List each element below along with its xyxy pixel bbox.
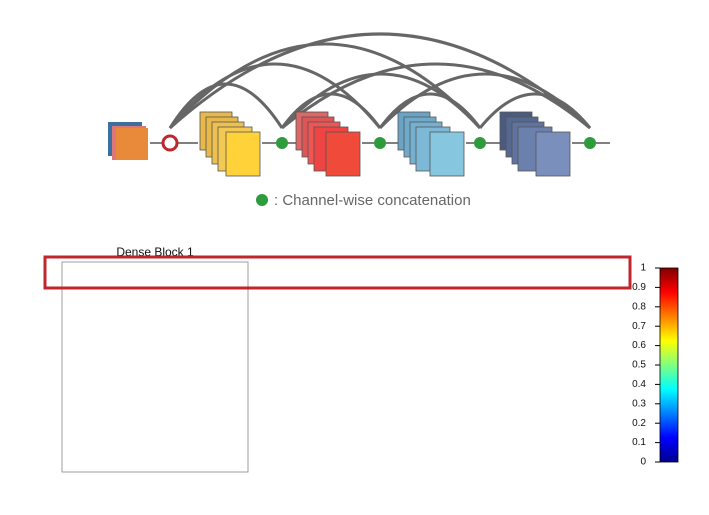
colorbar-tick-label: 0.8 — [632, 301, 646, 312]
colorbar-tick-label: 0 — [640, 457, 646, 468]
legend-text: : Channel-wise concatenation — [274, 192, 471, 209]
colorbar-tick-label: 0.7 — [632, 321, 646, 332]
colorbar-tick-label: 0.5 — [632, 360, 646, 371]
colorbar — [659, 267, 679, 463]
concat-node — [276, 137, 596, 149]
colorbar-tick-label: 0.6 — [632, 340, 646, 351]
densenet-diagram — [150, 32, 610, 144]
plot-area — [61, 261, 249, 473]
block-blue — [397, 111, 465, 177]
colorbar-tick-label: 0.4 — [632, 379, 646, 390]
colorbar-tick-label: 0.1 — [632, 437, 646, 448]
block-navy — [499, 111, 571, 177]
colorbar-tick-label: 0.2 — [632, 418, 646, 429]
input-marker — [161, 134, 179, 152]
colorbar-tick-label: 0.3 — [632, 398, 646, 409]
block-red — [295, 111, 361, 177]
block-yellow — [199, 111, 261, 177]
legend-dot — [256, 194, 268, 206]
colorbar-tick-label: 0.9 — [632, 282, 646, 293]
input-image — [108, 122, 148, 160]
highlight-box — [43, 255, 632, 290]
colorbar-tick-label: 1 — [640, 263, 646, 274]
